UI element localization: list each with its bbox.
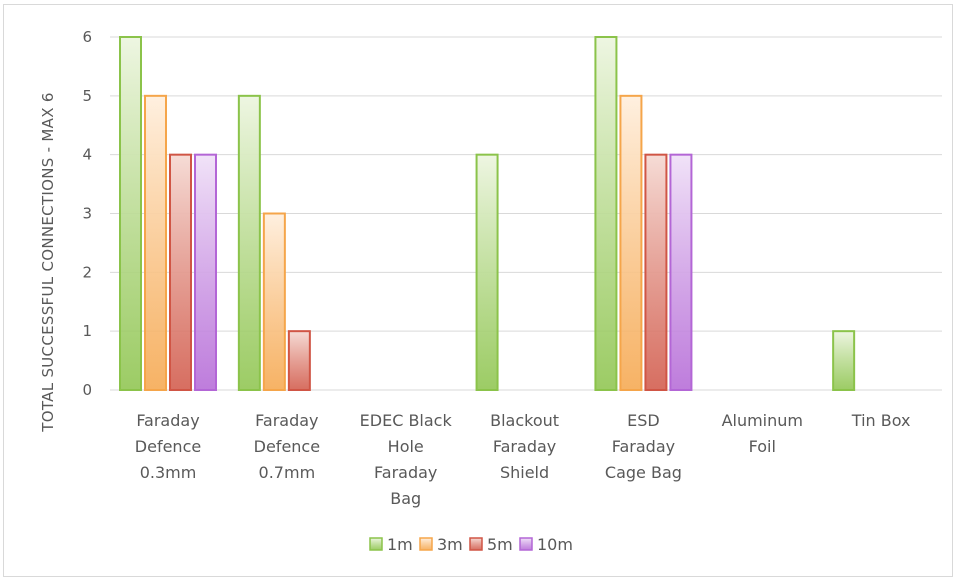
y-tick-label: 2 [82,263,92,281]
legend-label-10m: 10m [537,535,573,554]
bar-5m-0 [169,153,192,391]
x-category-label: Aluminum Foil [722,411,803,456]
bar-10m-0 [194,153,217,391]
x-category-label: Faraday Defence 0.7mm [254,411,320,482]
bar-1m-4 [594,36,618,391]
bar-1m-6 [832,330,856,391]
x-category-label: Blackout Faraday Shield [490,411,559,482]
legend-swatch-1m [369,537,383,551]
legend-label-5m: 5m [487,535,513,554]
y-tick-label: 6 [82,28,92,46]
bar-1m-3 [475,153,499,391]
y-tick-label: 4 [82,146,92,164]
legend-label-3m: 3m [437,535,463,554]
legend-swatch-3m [419,537,433,551]
bar-5m-1 [287,330,311,391]
x-category-label: EDEC Black Hole Faraday Bag [360,411,453,508]
x-category-label: Faraday Defence 0.3mm [135,411,201,482]
legend-swatch-5m [469,537,483,551]
bar-3m-1 [262,212,286,391]
bar-10m-4 [669,153,693,391]
bar-1m-1 [237,94,261,391]
bar-3m-4 [619,94,643,391]
y-tick-label: 5 [82,87,92,105]
legend-swatch-10m [519,537,533,551]
bar-3m-0 [144,94,167,391]
y-tick-label: 0 [82,381,92,399]
y-tick-label: 1 [82,322,92,340]
x-category-label: Tin Box [851,411,911,430]
y-tick-label: 3 [82,205,92,223]
legend-label-1m: 1m [387,535,413,554]
x-category-label: ESD Faraday Cage Bag [605,411,682,482]
y-axis-title: TOTAL SUCCESSFUL CONNECTIONS - MAX 6 [39,92,57,432]
bar-1m-0 [119,36,142,391]
bar-5m-4 [644,153,668,391]
